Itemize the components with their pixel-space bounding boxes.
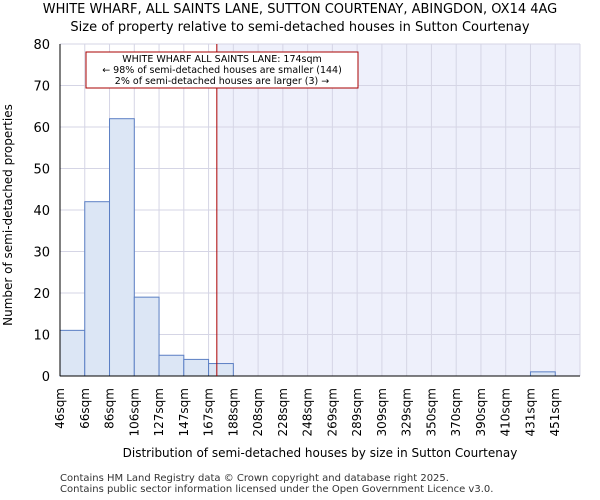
y-tick-label: 0 [42,370,50,385]
x-tick-label: 188sqm [226,388,240,436]
x-tick-label: 289sqm [350,388,364,436]
x-tick-label: 390sqm [474,388,488,436]
y-tick-label: 30 [33,246,50,261]
bar-86sqm [109,118,135,377]
x-tick-label: 66sqm [78,388,92,429]
y-tick-label: 40 [33,204,50,219]
bar-431sqm [529,371,556,377]
x-tick-label: 208sqm [251,388,265,436]
x-tick-label: 451sqm [548,388,562,436]
x-tick-label: 269sqm [325,388,339,436]
x-tick-label: 329sqm [400,388,414,436]
y-tick-label: 80 [33,38,50,53]
x-tick-label: 46sqm [53,388,67,429]
x-axis-label: Distribution of semi-detached houses by … [122,446,518,460]
x-tick-label: 167sqm [202,388,216,436]
bar-167sqm [208,363,234,377]
annotation-line: WHITE WHARF ALL SAINTS LANE: 174sqm [122,54,322,65]
bar-106sqm [133,296,160,377]
y-axis-label: Number of semi-detached properties [1,104,15,326]
x-tick-label: 350sqm [424,388,438,436]
x-tick-label: 309sqm [375,388,389,436]
footer-line-2: Contains public sector information licen… [60,484,494,495]
x-tick-label: 106sqm [127,388,141,436]
x-tick-label: 370sqm [449,388,463,436]
y-tick-label: 20 [33,287,50,302]
y-tick-label: 70 [33,80,50,95]
x-tick-label: 228sqm [276,388,290,436]
x-tick-label: 127sqm [152,388,166,436]
x-tick-label: 86sqm [103,388,117,429]
bar-46sqm [59,329,86,377]
x-tick-label: 431sqm [523,388,537,436]
chart-title: WHITE WHARF, ALL SAINTS LANE, SUTTON COU… [42,2,558,17]
y-tick-label: 10 [33,329,50,344]
annotation-box [85,51,359,89]
annotation-line: ← 98% of semi-detached houses are smalle… [102,65,342,76]
y-tick-label: 60 [33,121,50,136]
footer-line-1: Contains HM Land Registry data © Crown c… [60,473,449,484]
chart-subtitle: Size of property relative to semi-detach… [70,20,530,35]
x-tick-label: 248sqm [301,388,315,436]
y-tick-label: 50 [33,163,50,178]
x-tick-label: 147sqm [177,388,191,436]
bar-147sqm [183,358,210,377]
annotation-line: 2% of semi-detached houses are larger (3… [115,76,329,87]
x-tick-label: 410sqm [499,388,513,436]
bar-127sqm [158,354,185,377]
bar-66sqm [84,201,111,377]
